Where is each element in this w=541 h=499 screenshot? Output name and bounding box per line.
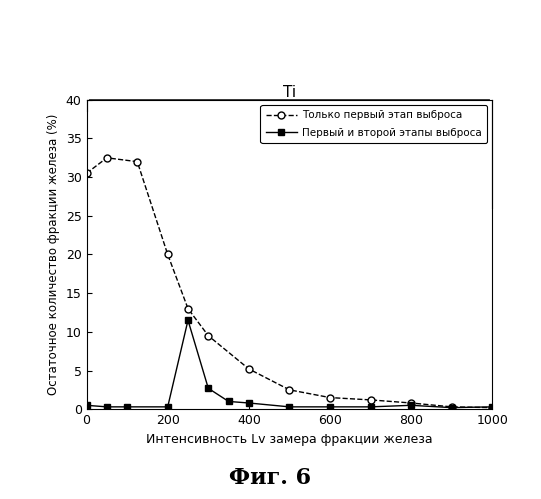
Только первый этап выброса — [286, 387, 293, 393]
Text: Фиг. 6: Фиг. 6 — [229, 467, 312, 489]
Legend: Только первый этап выброса, Первый и второй этапы выброса: Только первый этап выброса, Первый и вто… — [260, 105, 487, 143]
Первый и второй этапы выброса — [103, 404, 110, 410]
Первый и второй этапы выброса — [205, 385, 212, 391]
Y-axis label: Остаточное количество фракции железа (%): Остаточное количество фракции железа (%) — [47, 114, 60, 395]
Text: Ti: Ti — [283, 85, 296, 100]
Первый и второй этапы выброса — [327, 404, 333, 410]
Только первый этап выброса — [164, 251, 171, 257]
Первый и второй этапы выброса — [367, 404, 374, 410]
Первый и второй этапы выброса — [246, 400, 252, 406]
Первый и второй этапы выброса — [83, 402, 90, 408]
Только первый этап выброса — [367, 397, 374, 403]
Только первый этап выброса — [246, 366, 252, 372]
Первый и второй этапы выброса — [164, 404, 171, 410]
Только первый этап выброса — [448, 404, 455, 410]
Первый и второй этапы выброса — [225, 398, 232, 404]
Только первый этап выброса — [408, 400, 414, 406]
Только первый этап выброса — [134, 159, 141, 165]
Только первый этап выброса — [205, 333, 212, 339]
Первый и второй этапы выброса — [124, 404, 130, 410]
Первый и второй этапы выброса — [184, 317, 192, 323]
Только первый этап выброса — [103, 155, 110, 161]
X-axis label: Интенсивность Lv замера фракции железа: Интенсивность Lv замера фракции железа — [146, 433, 433, 446]
Line: Только первый этап выброса: Только первый этап выброса — [83, 154, 496, 411]
Line: Первый и второй этапы выброса: Первый и второй этапы выброса — [83, 317, 496, 411]
Первый и второй этапы выброса — [489, 404, 496, 410]
Только первый этап выброса — [327, 395, 333, 401]
Только первый этап выброса — [184, 305, 192, 311]
Только первый этап выброса — [489, 405, 496, 411]
Только первый этап выброса — [83, 170, 90, 176]
Первый и второй этапы выброса — [448, 405, 455, 411]
Первый и второй этапы выброса — [286, 404, 293, 410]
Первый и второй этапы выброса — [408, 402, 414, 408]
